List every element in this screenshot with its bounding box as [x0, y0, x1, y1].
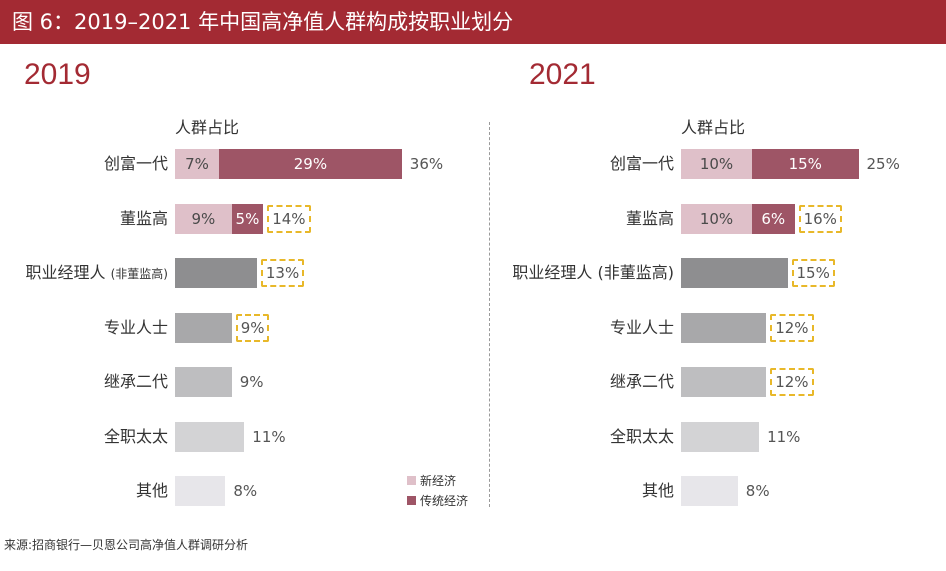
figure-title: 图 6：2019–2021 年中国高净值人群构成按职业划分 [0, 0, 946, 44]
legend-item-new-economy: 新经济 [407, 470, 468, 490]
data-label-total: 11% [767, 427, 801, 446]
bar [175, 421, 245, 452]
legend-label-traditional-economy: 传统经济 [420, 493, 469, 508]
category-label-text: 继承二代 [103, 372, 168, 391]
bar-segment-traditional-economy: 5% [231, 203, 264, 234]
bar [681, 258, 788, 288]
category-label: 全职太太 [610, 427, 674, 447]
category-label-text: 专业人士 [609, 317, 674, 337]
category-label: 其他 [136, 481, 168, 501]
bar [175, 258, 257, 288]
category-label-text: 其他 [135, 481, 168, 500]
category-label: 继承二代 [104, 372, 168, 392]
data-label-total: 9% [239, 373, 264, 391]
category-label-text: 全职太太 [609, 426, 674, 446]
legend-label-new-economy: 新经济 [420, 473, 457, 488]
data-label-total-highlighted: 15% [791, 259, 835, 287]
category-label: 继承二代 [610, 372, 674, 392]
bar [175, 312, 232, 343]
bar [681, 312, 767, 343]
data-label-total-highlighted: 9% [235, 313, 270, 342]
category-label: 职业经理人 (非董监高) [512, 263, 674, 283]
category-label: 全职太太 [104, 427, 168, 447]
category-label: 职业经理人 (非董监高) [26, 263, 168, 284]
category-label: 董监高 [626, 209, 674, 229]
panel-title-2021: 2021 [529, 58, 596, 91]
data-label-total: 25% [866, 155, 900, 173]
data-label-total: 8% [233, 482, 258, 500]
data-label-total-highlighted: 16% [798, 204, 842, 233]
category-label: 其他 [642, 481, 674, 501]
data-label-total-highlighted: 12% [770, 313, 814, 342]
bar-segment-traditional-economy: 6% [752, 203, 795, 234]
category-label: 专业人士 [104, 318, 168, 338]
axis-label-2019: 人群占比 [175, 118, 240, 137]
category-label-text: 职业经理人 (非董监高) [512, 263, 674, 282]
bar-segment-new-economy: 10% [681, 203, 752, 234]
data-label-total-highlighted: 13% [260, 259, 305, 287]
bar [681, 421, 760, 452]
category-label-text: 职业经理人 [25, 263, 111, 282]
data-label-total-highlighted: 12% [770, 368, 814, 396]
bar-segment-traditional-economy: 15% [752, 149, 859, 179]
category-label-text: 董监高 [119, 208, 168, 228]
category-label: 创富一代 [104, 154, 168, 174]
axis-label-2021: 人群占比 [681, 118, 746, 137]
bar-segment-traditional-economy: 29% [219, 149, 402, 179]
data-label-total-highlighted: 14% [267, 204, 311, 233]
category-label-text: 创富一代 [609, 154, 674, 173]
category-label: 创富一代 [610, 154, 674, 174]
bar [175, 367, 232, 397]
source-note: 来源:招商银行—贝恩公司高净值人群调研分析 [4, 538, 249, 552]
category-label-text: 全职太太 [103, 426, 168, 446]
legend-swatch-traditional-economy [407, 495, 416, 505]
bar [681, 476, 738, 506]
category-label-text: 董监高 [625, 208, 674, 228]
legend-item-traditional-economy: 传统经济 [407, 490, 468, 510]
bar-segment-new-economy: 9% [175, 203, 232, 234]
bar [681, 367, 767, 397]
category-label: 董监高 [120, 209, 168, 229]
data-label-total: 36% [409, 155, 444, 173]
category-label: 专业人士 [610, 318, 674, 338]
category-label-text: 其他 [641, 481, 674, 500]
bar-segment-new-economy: 10% [681, 149, 752, 179]
data-label-total: 8% [745, 482, 770, 500]
bar-segment-new-economy: 7% [175, 149, 220, 179]
legend-swatch-new-economy [407, 475, 416, 485]
bar [175, 476, 226, 506]
legend: 新经济 传统经济 [407, 470, 468, 510]
panel-divider [489, 122, 490, 507]
data-label-total: 11% [252, 427, 286, 446]
panel-title-2019: 2019 [24, 58, 91, 91]
category-label-text: 创富一代 [103, 154, 168, 173]
category-label-text: 继承二代 [609, 372, 674, 391]
category-label-text: 专业人士 [103, 317, 168, 337]
category-label-note: (非董监高) [110, 267, 168, 281]
